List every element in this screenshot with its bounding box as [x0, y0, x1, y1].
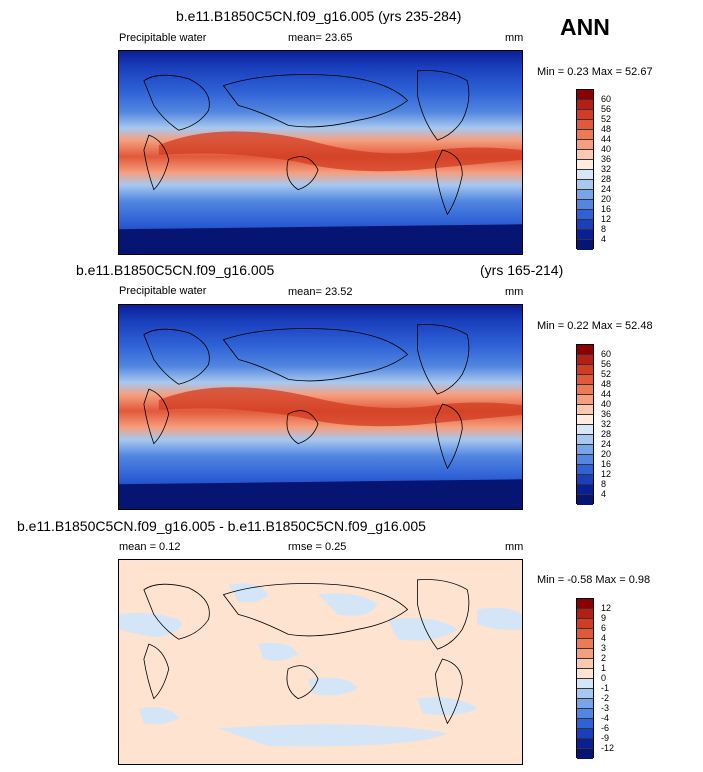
- panel2-dry-band: [119, 479, 522, 509]
- colorbar-tick: 24: [601, 184, 612, 194]
- colorbar-tick: 12: [601, 214, 612, 224]
- panel1-title: b.e11.B1850C5CN.f09_g16.005 (yrs 235-284…: [176, 8, 462, 24]
- colorbar-tick: 44: [601, 134, 612, 144]
- colorbar-tick: 16: [601, 204, 612, 214]
- colorbar-tick: 40: [601, 144, 612, 154]
- colorbar-tick: 4: [601, 489, 607, 499]
- panel3-negative-patches: [119, 583, 522, 747]
- panel2-title: b.e11.B1850C5CN.f09_g16.005: [76, 262, 275, 278]
- colorbar-tick: 52: [601, 114, 612, 124]
- colorbar-tick: 36: [601, 154, 612, 164]
- colorbar-tick: 60: [601, 94, 612, 104]
- panel1-units: mm: [505, 32, 524, 44]
- colorbar-tick: 56: [601, 359, 612, 369]
- colorbar-tick: 16: [601, 459, 612, 469]
- panel3-coastlines: [143, 579, 470, 725]
- panel2-mean: mean= 23.52: [288, 286, 353, 298]
- colorbar-tick: 60: [601, 349, 612, 359]
- colorbar-tick: 40: [601, 399, 612, 409]
- panel2-colorbar: [576, 344, 594, 505]
- colorbar-tick: 48: [601, 124, 612, 134]
- panel3-rmse: rmse = 0.25: [288, 541, 347, 553]
- colorbar-tick: 32: [601, 419, 612, 429]
- panel2-coastlines: [143, 324, 470, 470]
- panel3-colorbar: [576, 598, 594, 759]
- colorbar-tick: -12: [601, 743, 615, 753]
- colorbar-tick: 52: [601, 369, 612, 379]
- panel1-coastlines: [143, 70, 470, 216]
- colorbar-tick: 12: [601, 469, 612, 479]
- panel2-years: (yrs 165-214): [480, 262, 564, 278]
- panel2-variable: Precipitable water: [119, 285, 207, 297]
- panel3-mean: mean = 0.12: [119, 541, 181, 553]
- colorbar-tick: 44: [601, 389, 612, 399]
- colorbar-tick: 36: [601, 409, 612, 419]
- colorbar-tick: 24: [601, 439, 612, 449]
- colorbar-tick: 28: [601, 429, 612, 439]
- panel2-units: mm: [505, 286, 524, 298]
- colorbar-tick: 56: [601, 104, 612, 114]
- colorbar-tick: -9: [601, 733, 610, 743]
- panel1-colorbar: [576, 89, 594, 250]
- panel1-warm-pool: [158, 131, 522, 172]
- panel1-dry-band: [119, 224, 522, 254]
- colorbar-tick: -2: [601, 693, 610, 703]
- colorbar-tick: 12: [601, 603, 612, 613]
- colorbar-tick: 3: [601, 643, 607, 653]
- colorbar-tick: 48: [601, 379, 612, 389]
- panel1-map: [118, 50, 523, 255]
- colorbar-tick: 28: [601, 174, 612, 184]
- colorbar-tick: -4: [601, 713, 610, 723]
- season-label: ANN: [560, 14, 610, 40]
- panel3-title: b.e11.B1850C5CN.f09_g16.005 - b.e11.B185…: [17, 518, 426, 534]
- colorbar-tick: 20: [601, 194, 612, 204]
- panel3-map: [118, 559, 523, 765]
- colorbar-tick: 9: [601, 613, 607, 623]
- colorbar-tick: 4: [601, 633, 607, 643]
- colorbar-tick: 0: [601, 673, 607, 683]
- colorbar-tick: 20: [601, 449, 612, 459]
- colorbar-tick: 4: [601, 234, 607, 244]
- panel1-variable: Precipitable water: [119, 32, 207, 44]
- colorbar-tick: 32: [601, 164, 612, 174]
- panel2-minmax: Min = 0.22 Max = 52.48: [537, 320, 653, 332]
- colorbar-tick: 2: [601, 653, 607, 663]
- colorbar-tick: -6: [601, 723, 610, 733]
- panel2-map: [118, 304, 523, 510]
- panel3-minmax: Min = -0.58 Max = 0.98: [537, 574, 651, 586]
- panel3-units: mm: [505, 541, 524, 553]
- panel1-minmax: Min = 0.23 Max = 52.67: [537, 66, 653, 78]
- panel1-mean: mean= 23.65: [288, 32, 353, 44]
- colorbar-tick: -1: [601, 683, 610, 693]
- panel2-warm-pool: [158, 387, 522, 427]
- colorbar-tick: 8: [601, 224, 607, 234]
- colorbar-tick: 8: [601, 479, 607, 489]
- colorbar-tick: 6: [601, 623, 607, 633]
- colorbar-tick: -3: [601, 703, 610, 713]
- colorbar-tick: 1: [601, 663, 607, 673]
